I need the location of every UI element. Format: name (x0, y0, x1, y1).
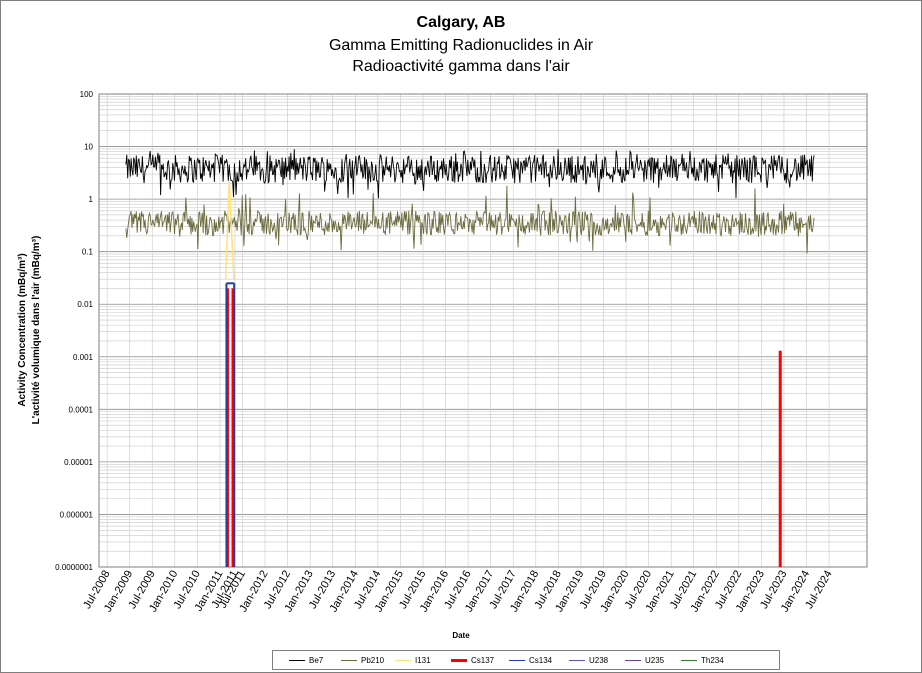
legend-item-u235: U235 (625, 651, 664, 669)
legend-swatch (341, 659, 357, 661)
y-tick-label: 0.0001 (69, 405, 94, 414)
legend-label: U238 (589, 655, 609, 665)
series-layer (125, 149, 815, 567)
legend-item-th234: Th234 (681, 651, 724, 669)
legend-swatch (569, 659, 585, 661)
y-tick-label: 0.001 (73, 353, 94, 362)
series-line-pb210 (125, 185, 815, 254)
legend-label: U235 (645, 655, 665, 665)
legend-label: Th234 (701, 655, 724, 665)
legend-label: Pb210 (361, 655, 385, 665)
series-line-i131 (224, 181, 235, 280)
x-axis-label: Date (452, 631, 470, 640)
legend: Be7 Pb210 I131 Cs137 Cs134 U238 U235 Th234 (272, 650, 780, 670)
legend-item-pb210: Pb210 (341, 651, 384, 669)
y-tick-label: 0.000001 (60, 510, 94, 519)
legend-item-cs137: Cs137 (451, 651, 494, 669)
legend-swatch (625, 659, 641, 661)
legend-label: Cs134 (529, 655, 553, 665)
y-tick-label: 10 (84, 143, 93, 152)
legend-label: I131 (415, 655, 431, 665)
gridlines (99, 94, 867, 568)
x-tick-labels: Jul-2008Jan-2009Jul-2009Jan-2010Jul-2010… (81, 569, 834, 615)
y-tick-label: 0.00001 (64, 458, 93, 467)
y-tick-label: 0.01 (77, 300, 93, 309)
y-tick-label: 1 (89, 195, 94, 204)
legend-swatch (681, 659, 697, 661)
plot-area (98, 93, 868, 568)
y-tick-label: 0.0000001 (55, 563, 93, 572)
legend-label: Cs137 (471, 655, 495, 665)
legend-item-be7: Be7 (289, 651, 323, 669)
legend-item-u238: U238 (569, 651, 608, 669)
y-tick-labels: 100 10 1 0.1 0.01 0.001 0.0001 0.00001 0.000001 0… (55, 90, 93, 572)
y-axis-label-french: L'activité volumique dans l'air (mBq/m³) (31, 236, 42, 425)
legend-swatch (289, 659, 305, 661)
legend-item-i131: I131 (395, 651, 431, 669)
legend-swatch (395, 659, 411, 661)
legend-label: Be7 (309, 655, 324, 665)
legend-swatch (451, 658, 467, 662)
y-axis-label-english: Activity Concentration (mBq/m³) (17, 253, 28, 406)
legend-item-cs134: Cs134 (509, 651, 552, 669)
chart-subtitle-english: Gamma Emitting Radionuclides in Air (328, 37, 594, 54)
legend-swatch (509, 659, 525, 661)
series-line-be7 (125, 149, 815, 199)
y-tick-label: 0.1 (82, 248, 94, 257)
chart-title: Calgary, AB (416, 14, 506, 31)
chart-subtitle-french: Radioactivité gamma dans l'air (352, 58, 570, 75)
y-tick-label: 100 (80, 90, 94, 99)
